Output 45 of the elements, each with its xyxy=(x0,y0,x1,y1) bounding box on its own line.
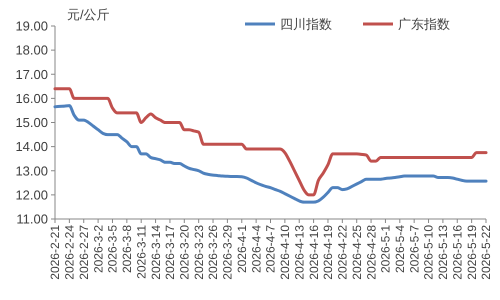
y-tick-label: 11.00 xyxy=(16,212,48,227)
x-tick-label: 2026-3-2 xyxy=(91,224,106,274)
x-tick-label: 2026-4-1 xyxy=(234,224,249,274)
y-tick-label: 15.00 xyxy=(15,115,48,130)
x-tick-label: 2026-5-4 xyxy=(393,224,407,274)
legend-label: 广东指数 xyxy=(398,16,450,32)
x-tick-label: 2026-3-17 xyxy=(163,224,178,280)
x-tick-label: 2026-2-21 xyxy=(48,224,62,280)
x-tick-label: 2026-3-26 xyxy=(206,224,220,280)
x-tick-label: 2026-4-7 xyxy=(264,224,278,274)
x-tick-label: 2026-4-19 xyxy=(321,224,336,280)
x-tick-label: 2026-5-10 xyxy=(422,224,436,280)
x-tick-label: 2026-5-22 xyxy=(479,224,494,280)
x-tick-label: 2026-5-1 xyxy=(378,224,393,274)
y-tick-label: 14.00 xyxy=(15,139,48,154)
y-tick-label: 12.00 xyxy=(15,187,48,202)
x-tick-label: 2026-3-20 xyxy=(178,224,192,280)
x-tick-label: 2026-5-13 xyxy=(436,224,450,280)
x-tick-label: 2026-4-10 xyxy=(278,224,292,280)
line-series xyxy=(54,87,488,196)
x-tick-label: 2026-3-11 xyxy=(134,224,148,279)
x-tick-label: 2026-3-8 xyxy=(120,224,134,274)
y-tick-label: 16.00 xyxy=(15,90,48,106)
x-tick-label: 2026-4-25 xyxy=(350,224,364,280)
y-tick-label: 18.00 xyxy=(15,42,48,58)
line-series xyxy=(54,104,488,204)
x-tick-label: 2026-4-16 xyxy=(306,224,321,280)
y-axis-title: 元/公斤 xyxy=(67,7,110,22)
x-tick-label: 2026-4-4 xyxy=(249,224,264,274)
y-tick-label: 13.00 xyxy=(15,163,48,178)
legend-label: 四川指数 xyxy=(280,16,332,32)
x-tick-label: 2026-2-27 xyxy=(76,224,91,280)
x-tick-label: 2026-3-23 xyxy=(192,224,206,280)
x-tick-label: 2026-5-7 xyxy=(407,224,422,274)
x-tick-label: 2026-4-28 xyxy=(364,224,378,280)
y-tick-label: 19.00 xyxy=(15,18,48,34)
x-tick-label: 2026-2-24 xyxy=(62,224,77,280)
x-tick-label: 2026-5-19 xyxy=(464,224,479,280)
x-tick-label: 2026-4-22 xyxy=(336,224,350,280)
x-tick-label: 2026-5-16 xyxy=(450,224,464,280)
x-tick-label: 2026-3-5 xyxy=(106,224,120,274)
y-tick-label: 17.00 xyxy=(15,66,48,82)
x-tick-label: 2026-4-13 xyxy=(292,224,306,280)
x-tick-label: 2026-3-14 xyxy=(148,224,163,280)
x-tick-label: 2026-3-29 xyxy=(220,224,235,280)
